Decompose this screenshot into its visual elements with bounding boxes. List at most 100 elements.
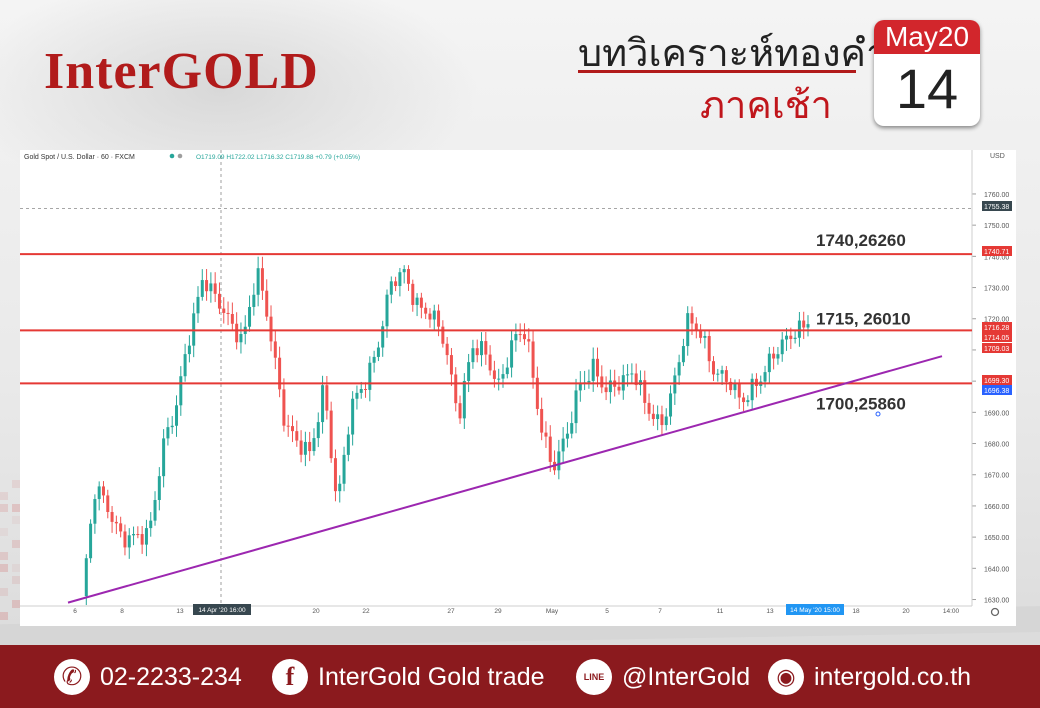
- trendline: [67, 355, 943, 604]
- candle-body: [518, 334, 522, 336]
- candle-body: [230, 314, 234, 324]
- candle-body: [290, 426, 294, 432]
- candle-body: [273, 341, 277, 358]
- title-underline: [578, 70, 856, 73]
- candle-body: [484, 341, 488, 355]
- decorative-dot: [12, 576, 20, 584]
- candle-body: [213, 283, 217, 294]
- footer-facebook[interactable]: f InterGold Gold trade: [272, 657, 545, 697]
- candle-body: [235, 323, 239, 343]
- level-label: 1700,25860: [816, 394, 906, 413]
- price-tag-label: 1714.05: [984, 335, 1009, 342]
- candle-body: [248, 306, 252, 327]
- candle-body: [144, 528, 148, 545]
- candle-body: [544, 432, 548, 437]
- footer-line[interactable]: LINE @InterGold: [576, 657, 750, 697]
- candle-body: [308, 441, 312, 452]
- candle-body: [454, 374, 458, 404]
- price-tag-label: 1755.38: [984, 204, 1009, 211]
- candle-body: [690, 313, 694, 324]
- candle-body: [338, 483, 342, 492]
- candle-body: [716, 373, 720, 375]
- footer-website[interactable]: ◉ intergold.co.th: [768, 657, 971, 697]
- candle-body: [510, 340, 514, 368]
- candle-body: [527, 339, 531, 342]
- candle-body: [325, 385, 329, 411]
- candle-body: [437, 310, 441, 327]
- brand-logo: InterGOLD: [44, 43, 319, 100]
- candle-body: [359, 389, 363, 393]
- candle-body: [604, 387, 608, 393]
- calendar-day: 14: [895, 57, 959, 120]
- candle-body: [389, 281, 393, 295]
- x-tick-label: 11: [717, 608, 724, 615]
- decorative-dot: [0, 492, 8, 500]
- candle-body: [153, 500, 157, 521]
- candle-body: [497, 378, 501, 380]
- x-tick-label: 29: [494, 608, 502, 615]
- candle-body: [278, 357, 282, 390]
- candle-body: [535, 377, 539, 409]
- candle-body: [303, 441, 307, 455]
- candle-body: [793, 337, 797, 339]
- candle-body: [106, 495, 110, 513]
- currency-label: USD: [990, 153, 1005, 160]
- candle-body: [217, 293, 221, 309]
- candle-body: [123, 531, 127, 548]
- candle-body: [346, 434, 350, 455]
- candle-body: [222, 308, 226, 313]
- y-tick-label: 1740.00: [984, 254, 1009, 261]
- candle-body: [501, 374, 505, 379]
- x-tick-label: 13: [176, 608, 184, 615]
- facebook-icon: f: [272, 659, 308, 695]
- candle-body: [209, 283, 213, 292]
- calendar-month: May20: [874, 20, 980, 54]
- market-status-icon: [169, 153, 175, 159]
- candle-body: [673, 375, 677, 394]
- candle-body: [385, 294, 389, 327]
- candle-body: [445, 343, 449, 356]
- page-title: บทวิเคราะห์ทองคำ: [578, 33, 888, 75]
- candle-body: [574, 390, 578, 424]
- candle-body: [669, 393, 673, 417]
- candle-body: [424, 307, 428, 314]
- price-tag-label: 1709.03: [984, 346, 1009, 353]
- y-tick-label: 1730.00: [984, 286, 1009, 293]
- candle-body: [746, 400, 750, 403]
- candle-body: [570, 423, 574, 434]
- price-tag: [982, 246, 1012, 256]
- candle-body: [458, 403, 462, 419]
- x-tick-label: 8: [120, 608, 124, 615]
- candle-body: [462, 380, 466, 419]
- candle-body: [394, 281, 398, 287]
- price-tag-label: 1699.30: [984, 378, 1009, 385]
- decorative-dot: [0, 528, 8, 536]
- decorative-dot: [0, 588, 8, 596]
- candle-body: [415, 297, 419, 305]
- candle-body: [265, 290, 269, 317]
- x-tick-label: 20: [312, 608, 320, 615]
- candle-body: [114, 521, 118, 524]
- candle-body: [608, 380, 612, 393]
- candle-body: [93, 499, 97, 524]
- candle-body: [84, 558, 88, 597]
- candle-body: [97, 486, 101, 500]
- candle-body: [699, 330, 703, 338]
- candle-body: [617, 386, 621, 391]
- candle-body: [312, 438, 316, 452]
- decorative-dot: [12, 564, 20, 572]
- candle-body: [514, 334, 518, 341]
- candle-body: [763, 372, 767, 382]
- candle-body: [677, 362, 681, 376]
- y-tick-label: 1690.00: [984, 410, 1009, 417]
- candle-body: [643, 380, 647, 403]
- candle-body: [441, 326, 445, 344]
- footer-phone[interactable]: ✆ 02-2233-234: [54, 657, 242, 697]
- candle-body: [282, 389, 286, 426]
- candle-body: [720, 370, 724, 374]
- price-tag: [982, 322, 1012, 332]
- candle-body: [565, 433, 569, 439]
- phone-icon: ✆: [54, 659, 90, 695]
- candle-body: [162, 438, 166, 477]
- annotation-marker: [875, 411, 881, 417]
